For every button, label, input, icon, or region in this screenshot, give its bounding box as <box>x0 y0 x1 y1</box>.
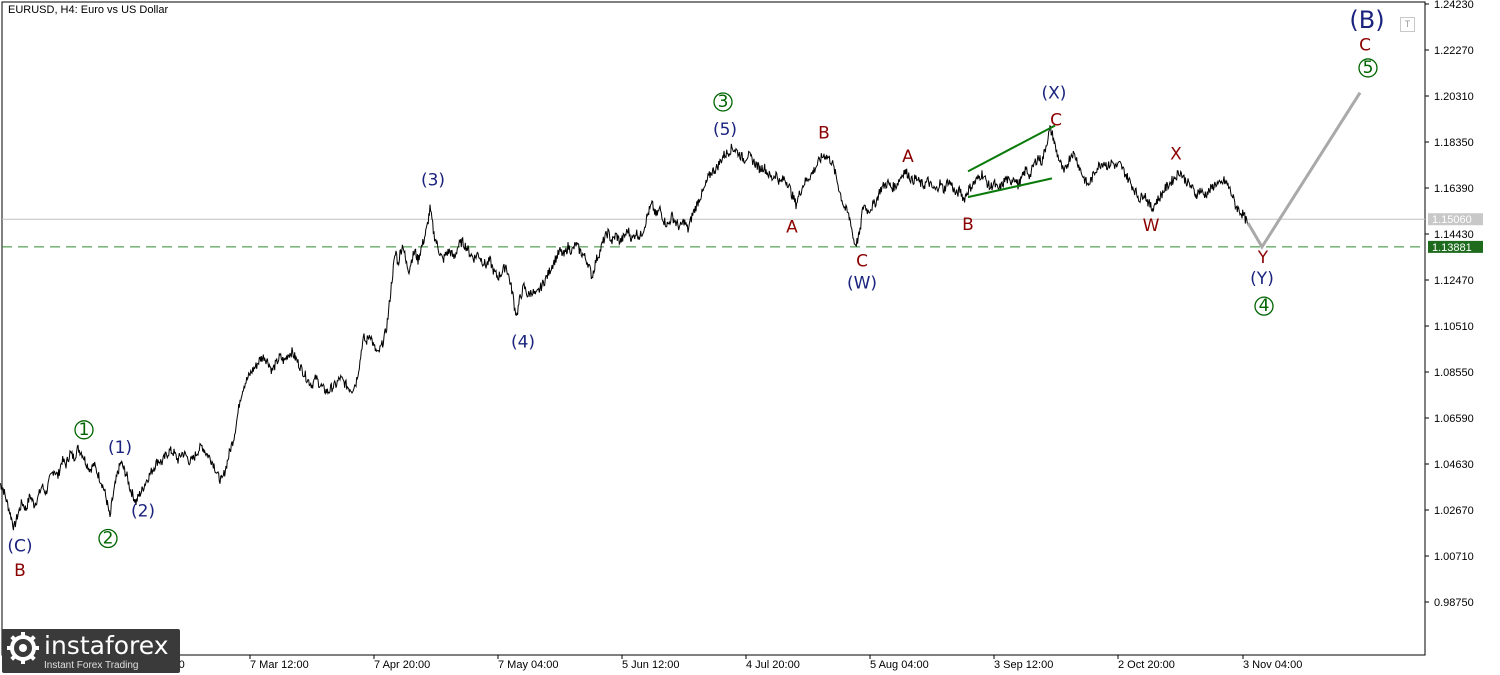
y-tick-label: 1.08550 <box>1434 367 1474 379</box>
y-tick-label: 1.10510 <box>1434 321 1474 333</box>
wave-label: (2) <box>131 501 155 521</box>
support-level-text: 1.13881 <box>1432 242 1472 254</box>
y-tick-label: 1.06590 <box>1434 413 1474 425</box>
y-tick-label: 1.02670 <box>1434 505 1474 517</box>
wave-circle-mark <box>98 528 118 549</box>
wave-label: (Y) <box>1250 269 1274 289</box>
y-tick-label: 1.04630 <box>1434 459 1474 471</box>
wave-label: A <box>786 217 798 237</box>
gear-logo-icon <box>7 632 39 664</box>
wave-label: X <box>1170 145 1182 165</box>
x-tick-label: 7 Mar 12:00 <box>250 659 309 671</box>
wave-circle-mark <box>74 420 94 440</box>
wave-label: 3 <box>718 92 729 112</box>
y-tick-label: 1.18350 <box>1434 137 1474 149</box>
triangle-lower-line <box>967 177 1053 199</box>
logo-name: instaforex <box>44 631 169 660</box>
wave-circle-mark <box>713 92 733 112</box>
wave-label: C <box>1359 35 1371 55</box>
current-price-text: 1.15060 <box>1432 214 1472 226</box>
y-tick-label: 0.98750 <box>1434 597 1474 609</box>
current-price-badge <box>1428 213 1483 226</box>
price-badges: 1.15060 1.13881 <box>1428 213 1483 254</box>
x-tick-label: 3 Sep 12:00 <box>994 659 1053 671</box>
x-tick-label: 3 Nov 04:00 <box>1243 659 1302 671</box>
price-series <box>0 124 1249 531</box>
wave-label: 2 <box>103 529 114 549</box>
support-level-badge <box>1428 240 1483 253</box>
y-tick-label: 1.12470 <box>1434 275 1474 287</box>
chart-corner-button[interactable]: T <box>1400 17 1415 32</box>
y-tick-label: 1.22270 <box>1434 45 1474 57</box>
wave-label: B <box>818 123 830 143</box>
chart-title: EURUSD, H4: Euro vs US Dollar <box>8 4 168 16</box>
wave-label: (5) <box>713 120 737 140</box>
wave-overlays <box>967 91 1362 250</box>
wave-circle-mark <box>1254 296 1274 316</box>
wave-label: (W) <box>847 274 877 294</box>
y-tick-label: 1.20310 <box>1434 91 1474 103</box>
wave-label: (3) <box>421 170 445 190</box>
wave-label: (X) <box>1042 84 1067 104</box>
wave-label: 1 <box>79 420 90 440</box>
y-tick-label: 1.00710 <box>1434 551 1474 563</box>
wave-label: (C) <box>7 537 32 557</box>
projection-path <box>1246 91 1362 250</box>
wave-circle-mark <box>1358 58 1378 78</box>
y-tick-label: 1.14430 <box>1434 229 1474 241</box>
y-axis: 1.24230 1.22270 1.20310 1.18350 1.16390 1.144… <box>1425 0 1474 609</box>
y-tick-label: 1.16390 <box>1434 183 1474 195</box>
wave-label: B <box>14 561 26 581</box>
wave-label: (4) <box>511 332 535 352</box>
instaforex-logo: instaforex Instant Forex Trading <box>2 629 180 673</box>
plot-frame <box>1 1 1426 656</box>
wave-label: (1) <box>108 438 132 458</box>
wave-label: Y <box>1257 248 1269 268</box>
y-tick-label: 1.24230 <box>1434 0 1474 11</box>
wave-label: (B) <box>1349 6 1384 34</box>
logo-tagline: Instant Forex Trading <box>44 660 139 671</box>
triangle-upper-line <box>967 124 1056 173</box>
wave-labels: (C) B 1 (1) 2 (2) (3) (4) 3 (5) A B C (W) A B (X) C W X Y(Y)… <box>7 6 1384 581</box>
wave-label: 4 <box>1259 296 1270 316</box>
wave-label: B <box>962 215 974 235</box>
wave-label: C <box>856 251 868 271</box>
x-axis: 7 Jan 207 Feb 04:007 Mar 12:007 Apr 20:0… <box>9 655 1302 671</box>
price-line <box>0 124 1249 531</box>
x-tick-label: 7 May 04:00 <box>498 659 559 671</box>
wave-label: 5 <box>1363 58 1374 78</box>
x-tick-label: 7 Apr 20:00 <box>374 659 430 671</box>
wave-label: C <box>1050 111 1062 131</box>
x-tick-label: 5 Aug 04:00 <box>870 659 929 671</box>
x-tick-label: 5 Jun 12:00 <box>622 659 680 671</box>
wave-label: W <box>1143 216 1160 236</box>
price-levels <box>2 218 1425 248</box>
x-tick-label: 2 Oct 20:00 <box>1118 659 1175 671</box>
x-tick-label: 4 Jul 20:00 <box>746 659 800 671</box>
wave-label: A <box>902 147 914 167</box>
